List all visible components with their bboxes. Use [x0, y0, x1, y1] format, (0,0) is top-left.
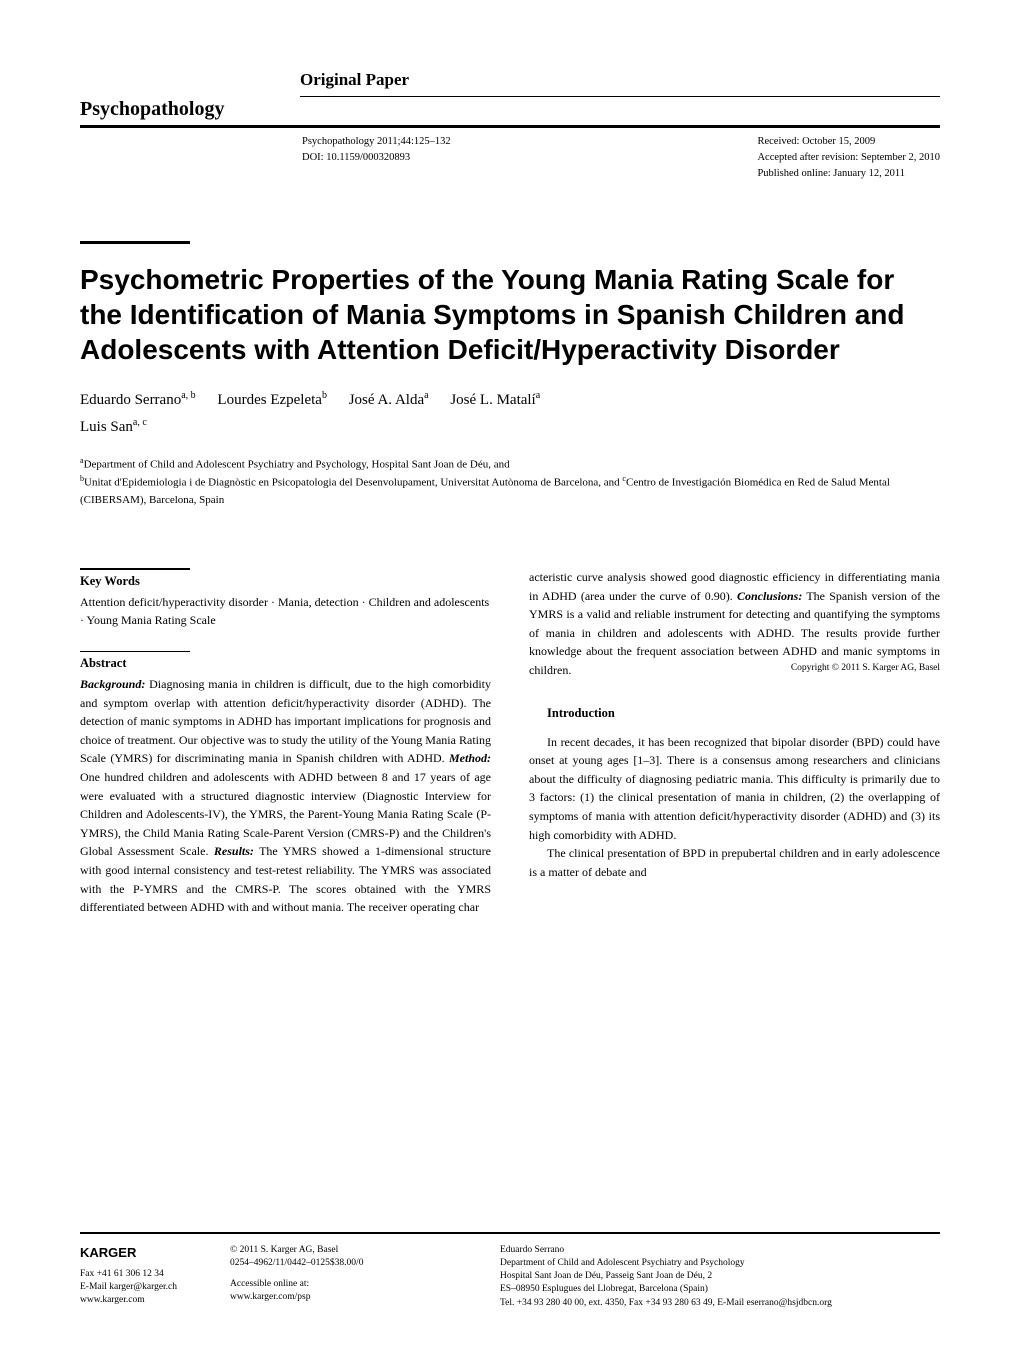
intro-p1: In recent decades, it has been recognize…: [529, 733, 940, 845]
dates-block: Received: October 15, 2009 Accepted afte…: [757, 134, 940, 181]
bg-label: Background:: [80, 677, 145, 691]
abstract-rule: [80, 651, 190, 653]
article-title: Psychometric Properties of the Young Man…: [80, 262, 940, 367]
concl-label: Conclusions:: [737, 589, 802, 603]
citation-block: Psychopathology 2011;44:125–132 DOI: 10.…: [302, 134, 451, 181]
paper-type: Original Paper: [300, 70, 940, 97]
copyright-block: © 2011 S. Karger AG, Basel 0254–4962/11/…: [220, 1244, 420, 1310]
abstract-head: Abstract: [80, 656, 491, 671]
author-4-sup: a: [536, 390, 540, 401]
introduction-head: Introduction: [529, 706, 940, 721]
affiliations: aDepartment of Child and Adolescent Psyc…: [80, 455, 940, 508]
keywords-head: Key Words: [80, 574, 491, 589]
corr-l3: ES–08950 Esplugues del Llobregat, Barcel…: [500, 1283, 940, 1296]
affil-b: Unitat d'Epidemiologia i de Diagnòstic e…: [84, 477, 622, 489]
title-rule: [80, 241, 190, 244]
journal-name: Psychopathology: [80, 70, 300, 121]
received-date: Received: October 15, 2009: [757, 134, 940, 150]
corr-l1: Department of Child and Adolescent Psych…: [500, 1257, 940, 1270]
author-3: José A. Alda: [349, 392, 424, 408]
correspondence-block: Eduardo Serrano Department of Child and …: [420, 1244, 940, 1310]
method-label: Method:: [449, 751, 491, 765]
publisher-name: KARGER: [80, 1244, 220, 1262]
right-column: acteristic curve analysis showed good di…: [529, 568, 940, 917]
author-3-sup: a: [424, 390, 428, 401]
meta-row: Psychopathology 2011;44:125–132 DOI: 10.…: [80, 134, 940, 181]
author-2: Lourdes Ezpeleta: [217, 392, 322, 408]
results-label: Results:: [214, 844, 254, 858]
author-list: Eduardo Serranoa, b Lourdes Ezpeletab Jo…: [80, 387, 940, 441]
copyright-line1: © 2011 S. Karger AG, Basel: [230, 1244, 420, 1257]
copyright-line2: 0254–4962/11/0442–0125$38.00/0: [230, 1257, 420, 1270]
published-date: Published online: January 12, 2011: [757, 166, 940, 182]
paper-type-wrap: Original Paper: [300, 70, 940, 121]
doi: DOI: 10.1159/000320893: [302, 150, 451, 166]
access-line2: www.karger.com/psp: [230, 1291, 420, 1304]
two-column-body: Key Words Attention deficit/hyperactivit…: [80, 568, 940, 917]
affil-a: Department of Child and Adolescent Psych…: [84, 459, 510, 471]
author-1: Eduardo Serrano: [80, 392, 181, 408]
publisher-email: E-Mail karger@karger.ch: [80, 1281, 220, 1294]
header-bar: Psychopathology Original Paper: [80, 70, 940, 128]
left-column: Key Words Attention deficit/hyperactivit…: [80, 568, 491, 917]
keywords-rule: [80, 568, 190, 570]
publisher-web: www.karger.com: [80, 1294, 220, 1307]
publisher-block: KARGER Fax +41 61 306 12 34 E-Mail karge…: [80, 1244, 220, 1310]
abstract-copyright: Copyright © 2011 S. Karger AG, Basel: [791, 661, 940, 676]
author-1-sup: a, b: [181, 390, 195, 401]
access-line1: Accessible online at:: [230, 1278, 420, 1291]
citation: Psychopathology 2011;44:125–132: [302, 134, 451, 150]
intro-p2: The clinical presentation of BPD in prep…: [529, 844, 940, 881]
footer: KARGER Fax +41 61 306 12 34 E-Mail karge…: [80, 1232, 940, 1310]
corr-l2: Hospital Sant Joan de Déu, Passeig Sant …: [500, 1270, 940, 1283]
corr-name: Eduardo Serrano: [500, 1244, 940, 1257]
publisher-fax: Fax +41 61 306 12 34: [80, 1268, 220, 1281]
abstract-left: Background: Diagnosing mania in children…: [80, 675, 491, 917]
accepted-date: Accepted after revision: September 2, 20…: [757, 150, 940, 166]
author-5-sup: a, c: [133, 417, 147, 428]
corr-l4: Tel. +34 93 280 40 00, ext. 4350, Fax +3…: [500, 1297, 940, 1310]
author-4: José L. Matalí: [450, 392, 535, 408]
keywords-text: Attention deficit/hyperactivity disorder…: [80, 593, 491, 629]
abstract-right: acteristic curve analysis showed good di…: [529, 568, 940, 680]
author-5: Luis San: [80, 419, 133, 435]
author-2-sup: b: [322, 390, 327, 401]
